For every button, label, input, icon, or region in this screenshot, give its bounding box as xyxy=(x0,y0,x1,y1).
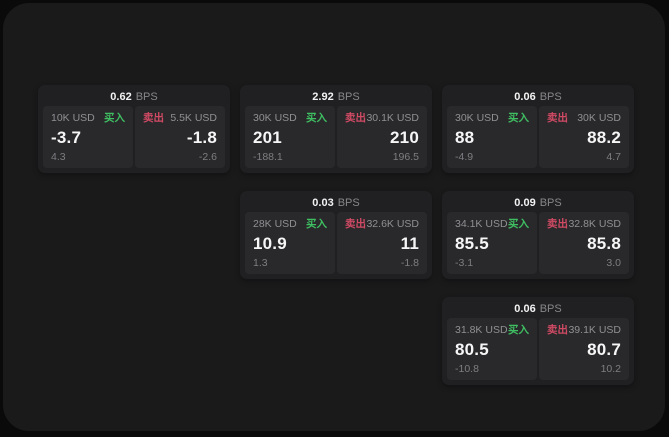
buy-notional: 10K USD xyxy=(51,112,95,124)
buy-side-label: 买入 xyxy=(306,218,327,230)
buy-panel[interactable]: 30K USD 买入 201 -188.1 xyxy=(245,106,335,168)
buy-side-label: 买入 xyxy=(306,112,327,124)
sell-panel[interactable]: 卖出 32.8K USD 85.8 3.0 xyxy=(539,212,629,274)
buy-notional: 30K USD xyxy=(253,112,297,124)
sell-change: 3.0 xyxy=(606,257,621,269)
buy-change: -4.9 xyxy=(455,151,474,163)
sell-price: 88.2 xyxy=(587,128,621,147)
spread-header: 0.06 BPS xyxy=(447,302,629,318)
buy-side-label: 买入 xyxy=(508,218,529,230)
sell-change: -2.6 xyxy=(198,151,217,163)
sell-panel[interactable]: 卖出 30K USD 88.2 4.7 xyxy=(539,106,629,168)
buy-price: 201 xyxy=(253,128,282,147)
buy-panel[interactable]: 31.8K USD 买入 80.5 -10.8 xyxy=(447,318,537,380)
spread-header: 0.06 BPS xyxy=(447,90,629,106)
buy-price: 10.9 xyxy=(253,234,287,253)
buy-panel[interactable]: 30K USD 买入 88 -4.9 xyxy=(447,106,537,168)
buy-price: -3.7 xyxy=(51,128,82,147)
spread-value: 2.92 xyxy=(312,91,334,103)
buy-price: 80.5 xyxy=(455,340,489,359)
spread-value: 0.62 xyxy=(110,91,132,103)
sell-price: 11 xyxy=(400,234,419,253)
quote-card-3: 0.06 BPS 30K USD 买入 88 -4.9 卖出 30K USD xyxy=(442,85,634,173)
quote-card-4: 0.03 BPS 28K USD 买入 10.9 1.3 卖出 32.6K USD xyxy=(240,191,432,279)
spread-unit: BPS xyxy=(135,91,158,103)
buy-side-label: 买入 xyxy=(508,324,529,336)
spread-unit: BPS xyxy=(539,303,562,315)
buy-price: 88 xyxy=(455,128,475,147)
buy-side-label: 买入 xyxy=(104,112,125,124)
buy-price: 85.5 xyxy=(455,234,489,253)
spread-value: 0.06 xyxy=(514,303,536,315)
buy-change: -10.8 xyxy=(455,363,479,375)
buy-panel[interactable]: 10K USD 买入 -3.7 4.3 xyxy=(43,106,133,168)
sell-panel[interactable]: 卖出 5.5K USD -1.8 -2.6 xyxy=(135,106,225,168)
quote-card-1: 0.62 BPS 10K USD 买入 -3.7 4.3 卖出 5.5K USD xyxy=(38,85,230,173)
buy-change: -188.1 xyxy=(253,151,283,163)
spread-value: 0.03 xyxy=(312,197,334,209)
buy-panel[interactable]: 34.1K USD 买入 85.5 -3.1 xyxy=(447,212,537,274)
spread-unit: BPS xyxy=(337,197,360,209)
sell-side-label: 卖出 xyxy=(547,218,568,230)
sell-side-label: 卖出 xyxy=(345,112,366,124)
sell-notional: 39.1K USD xyxy=(568,324,621,336)
sell-side-label: 卖出 xyxy=(547,112,568,124)
buy-panel[interactable]: 28K USD 买入 10.9 1.3 xyxy=(245,212,335,274)
buy-change: -3.1 xyxy=(455,257,474,269)
quote-grid: 0.62 BPS 10K USD 买入 -3.7 4.3 卖出 5.5K USD xyxy=(38,85,634,385)
spread-header: 2.92 BPS xyxy=(245,90,427,106)
buy-notional: 34.1K USD xyxy=(455,218,508,230)
sell-change: 196.5 xyxy=(392,151,419,163)
sell-change: 10.2 xyxy=(600,363,621,375)
buy-change: 1.3 xyxy=(253,257,268,269)
sell-panel[interactable]: 卖出 39.1K USD 80.7 10.2 xyxy=(539,318,629,380)
sell-notional: 32.6K USD xyxy=(366,218,419,230)
app-window: 0.62 BPS 10K USD 买入 -3.7 4.3 卖出 5.5K USD xyxy=(3,3,665,431)
sell-side-label: 卖出 xyxy=(547,324,568,336)
spread-unit: BPS xyxy=(539,197,562,209)
sell-change: 4.7 xyxy=(606,151,621,163)
quote-card-2: 2.92 BPS 30K USD 买入 201 -188.1 卖出 30.1K U… xyxy=(240,85,432,173)
buy-notional: 30K USD xyxy=(455,112,499,124)
sell-notional: 30.1K USD xyxy=(366,112,419,124)
spread-header: 0.09 BPS xyxy=(447,196,629,212)
quote-card-5: 0.09 BPS 34.1K USD 买入 85.5 -3.1 卖出 32.8K … xyxy=(442,191,634,279)
sell-price: 210 xyxy=(390,128,419,147)
sell-side-label: 卖出 xyxy=(345,218,366,230)
sell-notional: 5.5K USD xyxy=(170,112,217,124)
sell-panel[interactable]: 卖出 32.6K USD 11 -1.8 xyxy=(337,212,427,274)
sell-price: 80.7 xyxy=(587,340,621,359)
spread-header: 0.62 BPS xyxy=(43,90,225,106)
sell-price: -1.8 xyxy=(186,128,217,147)
sell-side-label: 卖出 xyxy=(143,112,164,124)
sell-notional: 30K USD xyxy=(577,112,621,124)
sell-price: 85.8 xyxy=(587,234,621,253)
sell-panel[interactable]: 卖出 30.1K USD 210 196.5 xyxy=(337,106,427,168)
buy-change: 4.3 xyxy=(51,151,66,163)
spread-value: 0.09 xyxy=(514,197,536,209)
spread-header: 0.03 BPS xyxy=(245,196,427,212)
buy-notional: 31.8K USD xyxy=(455,324,508,336)
sell-notional: 32.8K USD xyxy=(568,218,621,230)
spread-value: 0.06 xyxy=(514,91,536,103)
spread-unit: BPS xyxy=(337,91,360,103)
spread-unit: BPS xyxy=(539,91,562,103)
buy-notional: 28K USD xyxy=(253,218,297,230)
buy-side-label: 买入 xyxy=(508,112,529,124)
sell-change: -1.8 xyxy=(400,257,419,269)
quote-card-6: 0.06 BPS 31.8K USD 买入 80.5 -10.8 卖出 39.1K… xyxy=(442,297,634,385)
